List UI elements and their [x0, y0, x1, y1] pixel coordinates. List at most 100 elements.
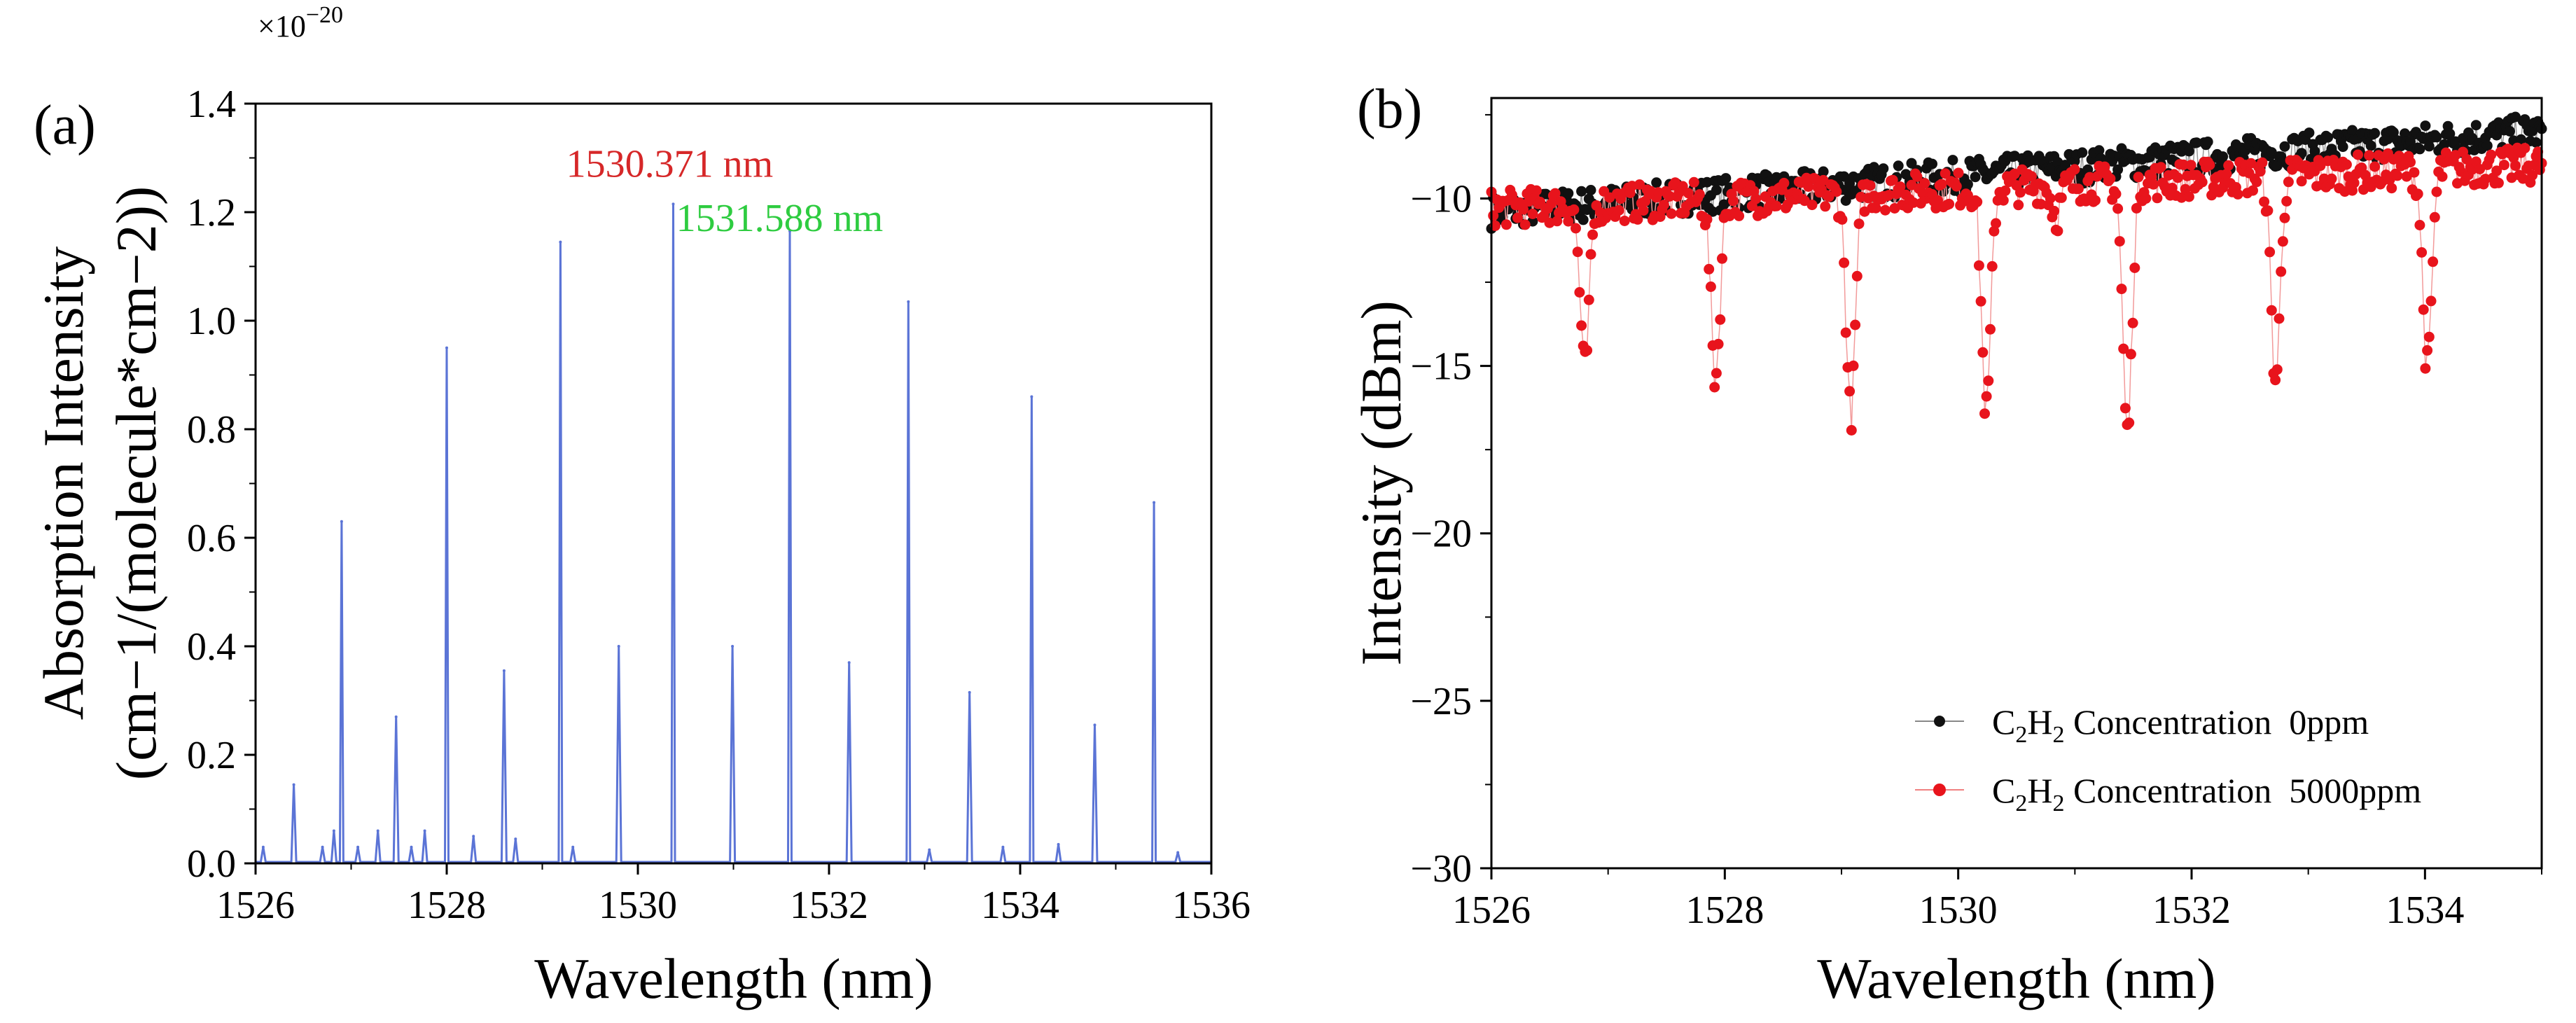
series-1-point — [2491, 165, 2502, 176]
a-y-tick-label: 0.0 — [187, 842, 236, 886]
series-1-point — [1986, 260, 1998, 272]
series-1-point — [2386, 183, 2397, 194]
series-1-point — [2045, 193, 2056, 204]
series-1-point — [2364, 150, 2375, 161]
series-1-point — [2274, 313, 2285, 324]
series-1-point — [2326, 173, 2337, 184]
series-1-point — [2127, 317, 2138, 328]
series-1-point — [2257, 157, 2268, 168]
series-1-point — [1940, 168, 1951, 179]
a-y-tick-label: 1.4 — [187, 83, 236, 126]
series-1-point — [2185, 160, 2196, 171]
series-1-point — [2416, 247, 2428, 258]
annotation-1531-588: 1531.588 nm — [676, 197, 884, 240]
series-1-point — [2369, 161, 2381, 172]
series-1-point — [2112, 203, 2124, 214]
series-1-point — [1985, 323, 1996, 335]
series-1-point — [2409, 167, 2420, 178]
series-1-point — [2124, 417, 2135, 429]
series-1-point — [1953, 167, 1964, 179]
absorption-peak-20 — [847, 661, 851, 664]
series-0-point — [2323, 132, 2334, 143]
series-0-point — [2191, 137, 2202, 148]
series-1-point — [1837, 214, 1848, 225]
series-1-point — [1576, 320, 1587, 331]
series-1-point — [2259, 196, 2270, 207]
absorption-peak-15 — [571, 845, 575, 849]
series-0-point — [1651, 177, 1662, 188]
series-1-point — [2418, 304, 2429, 315]
series-1 — [1486, 142, 2547, 436]
series-0-point — [1818, 166, 1829, 177]
series-1-point — [2105, 173, 2116, 184]
series-1-point — [2178, 159, 2189, 170]
series-1-point — [1585, 249, 1596, 260]
series-0-point — [1893, 160, 1904, 172]
series-1-point — [1728, 195, 1739, 207]
series-1-point — [1619, 216, 1630, 226]
series-1-point — [2353, 149, 2363, 160]
a-x-tick-label: 1534 — [981, 884, 1059, 927]
series-1-point — [2148, 179, 2159, 190]
series-0-point — [2279, 141, 2290, 152]
series-1-point — [2264, 246, 2276, 258]
b-x-tick-label: 1534 — [2386, 889, 2464, 932]
series-1-point — [1750, 193, 1762, 204]
series-1-point — [1666, 208, 1677, 219]
series-1-point — [1582, 345, 1593, 356]
series-1-point — [2510, 160, 2521, 172]
absorption-peak-13 — [514, 837, 517, 841]
series-1-point — [2056, 192, 2067, 203]
series-1-point — [1658, 200, 1669, 211]
series-0-point — [2470, 120, 2481, 131]
series-1-point — [2429, 211, 2440, 223]
series-1-point — [1613, 204, 1624, 216]
series-0-point — [2060, 160, 2071, 171]
series-0-point — [2218, 151, 2229, 162]
series-0-point — [1771, 172, 1782, 183]
series-1-point — [2493, 177, 2504, 188]
series-0-point — [1878, 163, 1889, 174]
panel-a-y-axis-title-line2: (cm−1/(molecule*cm−2)) — [104, 186, 168, 780]
series-0-point — [2347, 125, 2358, 136]
absorption-peak-29 — [1176, 851, 1180, 854]
b-y-tick-label: −30 — [1410, 847, 1472, 891]
series-1-point — [1568, 204, 1580, 215]
series-1-point — [2114, 236, 2125, 247]
series-1-point — [1840, 327, 1851, 338]
series-0-point — [2094, 145, 2105, 156]
b-y-tick-label: −25 — [1410, 680, 1472, 723]
panel-b-frame — [1490, 97, 2543, 870]
series-1-point — [2533, 146, 2544, 158]
absorption-peak-24 — [1001, 845, 1005, 849]
series-1-point — [1975, 295, 1986, 307]
series-1-point — [1632, 214, 1643, 225]
series-1-point — [2155, 162, 2166, 173]
a-y-tick-label: 0.8 — [187, 408, 236, 452]
series-1-point — [1550, 188, 1561, 199]
series-1-point — [2412, 188, 2423, 200]
panel-a-absorption-chart: (a) ×10−20 1526 1528 1530 1532 1534 1536 0.0 0.… — [32, 2, 1251, 1010]
panel-b-x-axis-title: Wavelength (nm) — [1817, 947, 2215, 1010]
panel-a-y-axis-title-line1: Absorption Intensity — [32, 246, 95, 720]
series-1-point — [1887, 174, 1898, 186]
absorption-peak-6 — [376, 829, 380, 833]
series-1-point — [2255, 166, 2266, 177]
series-1-point — [2049, 205, 2060, 216]
series-1-point — [1734, 210, 1745, 221]
series-0-point — [2304, 127, 2315, 139]
absorption-spectrum-line — [256, 202, 1211, 863]
series-1-point — [1977, 347, 1989, 358]
legend-label-5000ppm: C2H2 Concentration 5000ppm — [1992, 771, 2421, 816]
series-1-point — [1683, 188, 1694, 199]
series-1-point — [1839, 257, 1850, 268]
absorption-peak-11 — [472, 835, 475, 838]
absorption-peak-1 — [292, 783, 295, 786]
series-1-point — [1919, 178, 1930, 189]
panel-b-ticks: 1526 1528 1530 1532 1534 −30 −25 −20 −15 −10 — [1410, 113, 2542, 932]
series-1-point — [1850, 319, 1861, 330]
series-1-point — [2405, 157, 2416, 168]
series-0-point — [1947, 155, 1958, 166]
series-1-point — [1519, 219, 1531, 230]
absorption-peak-2 — [321, 845, 324, 849]
